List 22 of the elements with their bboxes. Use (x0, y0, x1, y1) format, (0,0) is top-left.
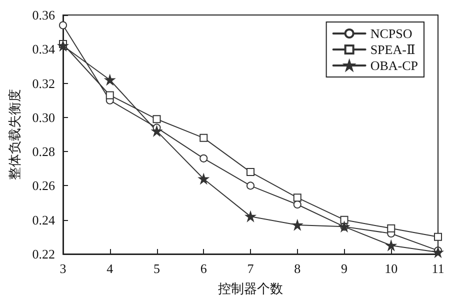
x-tick-label: 7 (247, 261, 254, 276)
legend-label: OBA-CP (370, 58, 418, 73)
y-tick-label: 0.36 (32, 8, 56, 22)
x-tick-label: 9 (341, 261, 348, 276)
legend-label: NCPSO (370, 26, 412, 41)
x-tick-label: 3 (60, 261, 66, 276)
y-tick-label: 0.24 (32, 212, 56, 228)
x-tick-label: 6 (200, 261, 208, 276)
x-tick-label: 5 (154, 261, 160, 276)
y-tick-label: 0.32 (32, 76, 55, 91)
legend-label: SPEA-Ⅱ (370, 42, 416, 57)
x-tick-label: 4 (106, 261, 114, 276)
x-tick-label: 10 (384, 261, 398, 276)
y-tick-label: 0.30 (32, 110, 55, 125)
x-tick-label: 8 (294, 261, 301, 276)
y-axis-title: 整体负载失衡度 (7, 89, 22, 180)
x-tick-label: 11 (432, 261, 444, 276)
x-axis-title: 控制器个数 (218, 281, 283, 296)
y-tick-label: 0.34 (32, 42, 56, 57)
y-tick-label: 0.26 (32, 178, 56, 194)
y-tick-label: 0.22 (32, 246, 55, 262)
y-tick-label: 0.28 (32, 144, 55, 160)
